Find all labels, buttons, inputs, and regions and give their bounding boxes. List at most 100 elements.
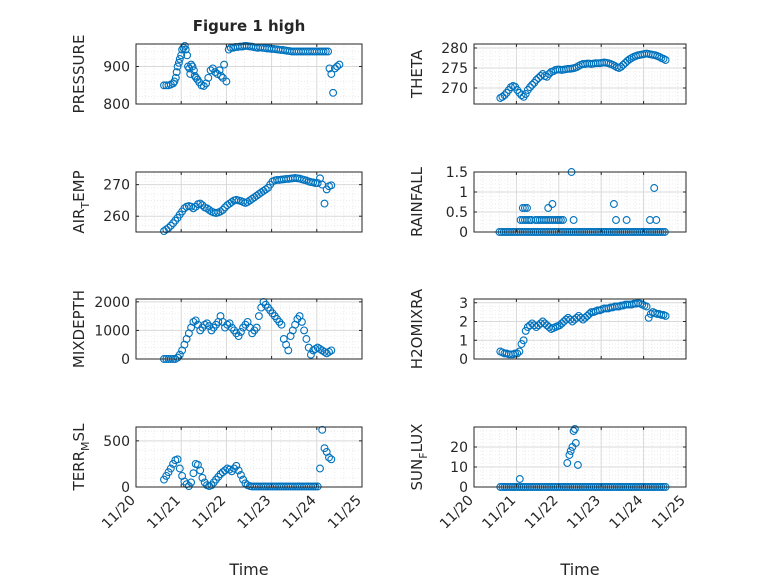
data-point	[187, 478, 196, 487]
series-pressure	[160, 41, 344, 97]
y-tick-label: 0	[121, 352, 130, 368]
data-point	[521, 326, 530, 335]
chart-title: Figure 1 high	[193, 17, 306, 35]
data-point	[216, 207, 225, 216]
data-point	[173, 62, 182, 71]
y-axis-label: TERRMSL	[70, 423, 92, 492]
x-tick-label: 11/25	[325, 493, 365, 533]
y-axis-label: SUNFLUX	[408, 424, 430, 491]
data-point	[205, 205, 214, 214]
y-tick-label: 270	[103, 178, 130, 194]
data-point	[327, 455, 336, 464]
y-tick-label: 20	[450, 440, 468, 456]
data-point	[234, 332, 243, 341]
data-point	[321, 47, 330, 56]
y-tick-label: 270	[441, 81, 468, 97]
data-point	[318, 425, 327, 434]
data-point	[236, 327, 245, 336]
data-point	[300, 326, 309, 335]
x-tick-label: 11/21	[144, 493, 184, 533]
data-point	[565, 451, 574, 459]
axes-box	[473, 43, 687, 105]
y-tick-label: 0	[459, 225, 468, 241]
data-point	[521, 90, 530, 98]
data-point	[222, 77, 231, 86]
data-point	[218, 205, 227, 214]
y-tick-label: 500	[103, 434, 130, 450]
data-point	[198, 473, 207, 482]
data-point	[617, 62, 626, 71]
subplot-pressure: 800 900 PRESSURE Figure 1 high	[70, 17, 363, 113]
x-axis-label: Time	[559, 560, 599, 579]
data-point	[619, 60, 628, 69]
data-point	[661, 56, 670, 64]
data-point	[221, 203, 229, 212]
data-point	[199, 82, 208, 90]
data-point	[526, 83, 534, 92]
data-point	[520, 204, 529, 212]
data-point	[196, 199, 205, 208]
data-point	[532, 76, 541, 84]
data-point	[183, 51, 192, 60]
axes-box	[473, 298, 687, 360]
y-tick-label: 0.5	[446, 205, 468, 221]
axes-box	[135, 426, 363, 488]
data-point	[306, 350, 315, 359]
data-point	[175, 55, 184, 63]
data-point	[204, 73, 213, 82]
plot-area	[474, 427, 686, 487]
data-point	[189, 204, 198, 213]
data-point	[252, 323, 261, 332]
data-point	[570, 425, 579, 433]
data-point	[327, 346, 336, 355]
data-point	[225, 465, 234, 474]
data-point	[196, 466, 205, 475]
data-point	[609, 200, 618, 208]
data-point	[327, 181, 336, 190]
data-point	[261, 185, 270, 194]
y-axis-label: AIRTEMP	[70, 170, 92, 233]
data-point	[169, 219, 178, 228]
y-tick-label: 1	[459, 185, 468, 201]
x-tick-label: 11/24	[280, 492, 320, 532]
data-point	[518, 204, 527, 212]
axes-box	[135, 43, 363, 105]
data-point	[513, 349, 522, 358]
data-point	[650, 184, 659, 192]
data-point	[175, 350, 184, 359]
data-point	[206, 66, 215, 75]
y-tick-label: 1	[459, 333, 468, 349]
data-point	[284, 346, 293, 355]
y-tick-label: 260	[103, 209, 130, 225]
data-point	[187, 202, 196, 211]
data-point	[320, 199, 329, 208]
data-point	[335, 60, 344, 69]
x-tick-label: 11/22	[189, 493, 229, 533]
y-tick-label: 1000	[94, 323, 130, 339]
x-axis-label: Time	[228, 560, 268, 579]
data-point	[181, 45, 190, 54]
x-tick-label: 11/23	[564, 493, 604, 533]
x-tick-label: 11/20	[99, 493, 139, 533]
data-point	[224, 45, 233, 54]
data-point	[220, 60, 229, 69]
y-tick-label: 800	[103, 97, 130, 113]
data-point	[191, 316, 200, 325]
data-point	[182, 480, 191, 489]
data-point	[162, 225, 171, 234]
data-point	[232, 461, 241, 470]
data-point	[217, 71, 225, 80]
x-tick-label: 11/25	[649, 493, 689, 533]
data-point	[277, 320, 286, 329]
series-air-temp	[160, 174, 336, 236]
data-point	[661, 311, 670, 320]
data-point	[642, 302, 651, 311]
data-point	[325, 453, 333, 462]
data-point	[569, 427, 578, 435]
subplot-mixdepth: 0 1000 2000 MIXDEPTH	[70, 290, 363, 368]
y-tick-label: 280	[441, 41, 468, 57]
y-tick-label: 0	[459, 352, 468, 368]
data-point	[254, 312, 263, 321]
data-point	[573, 461, 582, 469]
data-point	[166, 464, 175, 473]
